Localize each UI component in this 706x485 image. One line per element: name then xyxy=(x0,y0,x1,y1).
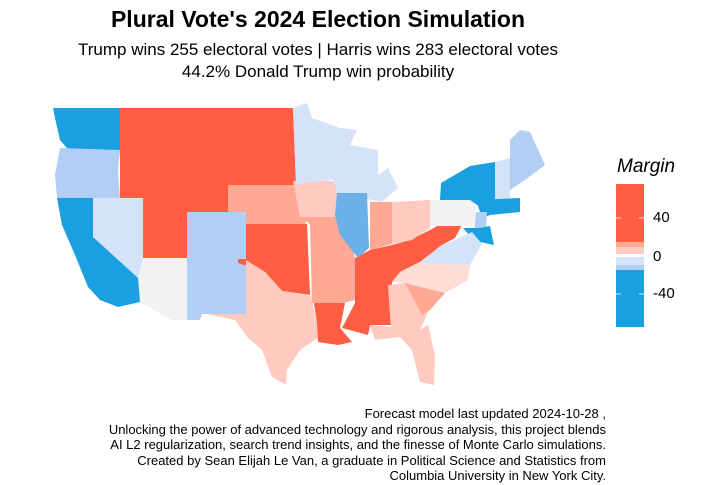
state-nv xyxy=(93,198,143,278)
state-me xyxy=(510,130,545,190)
state-or xyxy=(55,148,120,198)
caption-line: Columbia University in New York City. xyxy=(389,468,607,483)
legend-segment xyxy=(616,265,644,270)
state-ks-ok xyxy=(238,224,310,295)
legend-tick-label: 0 xyxy=(653,248,662,265)
legend-title: Margin xyxy=(617,156,676,177)
caption-line: Forecast model last updated 2024-10-28 , xyxy=(364,406,606,421)
state-oh xyxy=(392,200,430,244)
legend-segment xyxy=(616,257,644,265)
state-nc xyxy=(392,263,470,293)
states-mountain-plains xyxy=(120,108,296,258)
caption-line: AI L2 regularization, search trend insig… xyxy=(110,437,606,452)
legend-segment xyxy=(616,184,644,242)
legend-segment xyxy=(616,242,644,247)
state-va xyxy=(420,232,482,265)
state-ca xyxy=(57,198,140,307)
subtitle-win-probability: 44.2% Donald Trump win probability xyxy=(181,62,455,81)
state-ga xyxy=(388,283,428,330)
state-pa xyxy=(430,200,476,226)
state-md-de xyxy=(463,226,494,245)
state-mo-ar xyxy=(300,217,355,303)
states-south-central xyxy=(342,223,463,335)
state-mn-wi-mi xyxy=(293,103,398,202)
legend-tick-label: -40 xyxy=(653,285,675,302)
legend-colorbar xyxy=(616,184,644,327)
state-co-nm xyxy=(187,212,246,320)
caption: Forecast model last updated 2024-10-28 ,… xyxy=(109,406,606,484)
legend-segment xyxy=(616,247,644,254)
legend-segment xyxy=(616,270,644,327)
state-sc xyxy=(405,283,445,315)
state-tx xyxy=(207,260,318,385)
chart-title: Plural Vote's 2024 Election Simulation xyxy=(110,6,526,32)
state-az xyxy=(138,258,187,320)
state-il xyxy=(335,193,369,258)
state-in xyxy=(370,202,392,250)
subtitle-electoral-votes: Trump wins 255 electoral votes | Harris … xyxy=(78,40,558,59)
caption-line: Unlocking the power of advanced technolo… xyxy=(108,421,606,437)
state-fl xyxy=(370,325,435,385)
state-ia xyxy=(293,181,347,217)
state-wa xyxy=(53,108,120,155)
caption-line: Created by Sean Elijah Le Van, a graduat… xyxy=(137,452,606,468)
legend-tick-label: 40 xyxy=(653,209,670,226)
state-la xyxy=(314,303,352,345)
state-ny xyxy=(440,162,495,207)
state-ne xyxy=(228,185,306,224)
state-vt-nh xyxy=(495,158,510,200)
state-ma-ct-ri xyxy=(476,198,520,218)
